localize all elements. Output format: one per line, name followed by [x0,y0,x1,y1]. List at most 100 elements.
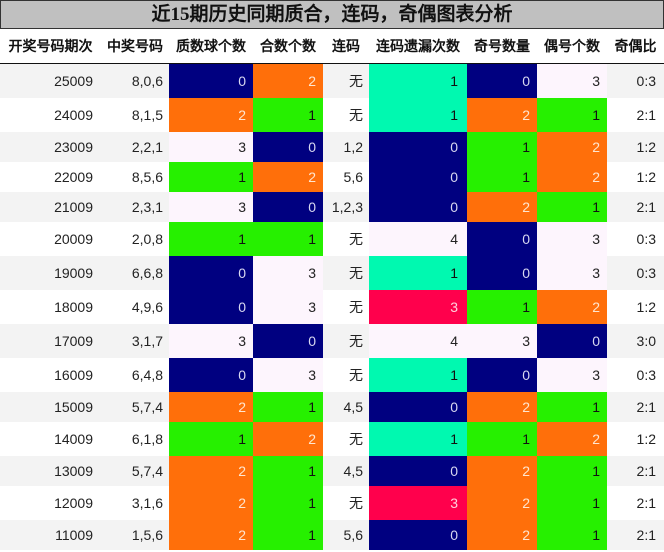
cell-composites: 2 [253,64,323,98]
cell-consec-miss: 3 [369,486,467,520]
cell-composites: 1 [253,98,323,132]
cell-odd: 1 [467,162,537,192]
cell-consec-miss: 0 [369,520,467,550]
cell-consec-miss: 1 [369,358,467,392]
cell-composites: 0 [253,132,323,162]
cell-even: 1 [537,486,607,520]
cell-ratio: 1:2 [636,431,656,447]
cell-consecutive: 5,6 [343,527,363,543]
cell-consecutive: 无 [349,495,363,511]
cell-consecutive: 4,5 [343,463,363,479]
cell-odd: 2 [467,392,537,422]
cell-consec-miss: 0 [369,456,467,486]
cell-ratio: 1:2 [636,139,656,155]
cell-numbers: 1,5,6 [131,527,163,543]
cell-consecutive: 无 [349,431,363,447]
cell-consecutive: 无 [349,299,363,315]
cell-even: 3 [537,64,607,98]
cell-composites: 1 [253,486,323,520]
cell-ratio: 2:1 [636,107,656,123]
cell-primes: 3 [169,192,253,222]
cell-period: 17009 [54,333,93,349]
table-row: 24009 8,1,5 2 1 无 1 2 1 2:1 [0,98,664,132]
cell-even: 1 [537,192,607,222]
cell-consec-miss: 4 [369,222,467,256]
cell-consec-miss: 3 [369,290,467,324]
cell-even: 3 [537,358,607,392]
cell-ratio: 1:2 [636,169,656,185]
cell-primes: 2 [169,392,253,422]
cell-odd: 1 [467,132,537,162]
cell-even: 2 [537,162,607,192]
table-row: 13009 5,7,4 2 1 4,5 0 2 1 2:1 [0,456,664,486]
cell-numbers: 3,1,7 [131,333,163,349]
cell-period: 15009 [54,399,93,415]
cell-consecutive: 无 [349,231,363,247]
cell-even: 1 [537,392,607,422]
cell-ratio: 2:1 [636,527,656,543]
header-period: 开奖号码期次 [8,38,93,54]
cell-consec-miss: 1 [369,422,467,456]
header-ratio: 奇偶比 [614,38,657,54]
cell-composites: 0 [253,192,323,222]
cell-numbers: 2,2,1 [131,139,163,155]
table-row: 25009 8,0,6 0 2 无 1 0 3 0:3 [0,64,664,98]
cell-even: 2 [537,422,607,456]
cell-consec-miss: 0 [369,392,467,422]
cell-primes: 1 [169,222,253,256]
cell-consec-miss: 4 [369,324,467,358]
cell-even: 2 [537,132,607,162]
cell-composites: 3 [253,290,323,324]
cell-primes: 0 [169,358,253,392]
cell-primes: 2 [169,486,253,520]
header-consec-miss: 连码遗漏次数 [376,38,460,54]
cell-ratio: 2:1 [636,463,656,479]
cell-period: 21009 [54,199,93,215]
cell-composites: 0 [253,324,323,358]
cell-odd: 0 [467,256,537,290]
cell-period: 22009 [54,169,93,185]
cell-consec-miss: 1 [369,256,467,290]
header-odd: 奇号数量 [474,38,530,54]
table-row: 14009 6,1,8 1 2 无 1 1 2 1:2 [0,422,664,456]
table-row: 20009 2,0,8 1 1 无 4 0 3 0:3 [0,222,664,256]
cell-odd: 0 [467,358,537,392]
cell-numbers: 6,6,8 [131,265,163,281]
cell-period: 11009 [55,527,93,543]
cell-primes: 0 [169,256,253,290]
cell-period: 19009 [54,265,93,281]
cell-consecutive: 5,6 [343,169,363,185]
cell-numbers: 8,0,6 [131,73,163,89]
cell-consec-miss: 1 [369,64,467,98]
cell-consec-miss: 1 [369,98,467,132]
table-row: 16009 6,4,8 0 3 无 1 0 3 0:3 [0,358,664,392]
table-row: 12009 3,1,6 2 1 无 3 2 1 2:1 [0,486,664,520]
cell-primes: 2 [169,98,253,132]
cell-consecutive: 1,2,3 [331,199,363,215]
cell-primes: 2 [169,456,253,486]
cell-numbers: 2,0,8 [131,231,163,247]
cell-composites: 3 [253,358,323,392]
cell-numbers: 5,7,4 [131,463,163,479]
cell-even: 1 [537,98,607,132]
cell-primes: 1 [169,422,253,456]
cell-even: 3 [537,222,607,256]
table-row: 19009 6,6,8 0 3 无 1 0 3 0:3 [0,256,664,290]
cell-composites: 1 [253,222,323,256]
cell-odd: 2 [467,192,537,222]
cell-ratio: 2:1 [636,495,656,511]
header-composites: 合数个数 [260,38,316,54]
table-row: 15009 5,7,4 2 1 4,5 0 2 1 2:1 [0,392,664,422]
cell-ratio: 0:3 [636,265,656,281]
cell-numbers: 8,5,6 [131,169,163,185]
cell-composites: 1 [253,392,323,422]
cell-odd: 2 [467,98,537,132]
cell-ratio: 2:1 [636,399,656,415]
table-row: 17009 3,1,7 3 0 无 4 3 0 3:0 [0,324,664,358]
cell-period: 18009 [54,299,93,315]
cell-consecutive: 1,2 [343,139,363,155]
cell-even: 1 [537,520,607,550]
cell-ratio: 0:3 [636,231,656,247]
cell-period: 24009 [54,107,93,123]
header-even: 偶号个数 [544,38,600,54]
